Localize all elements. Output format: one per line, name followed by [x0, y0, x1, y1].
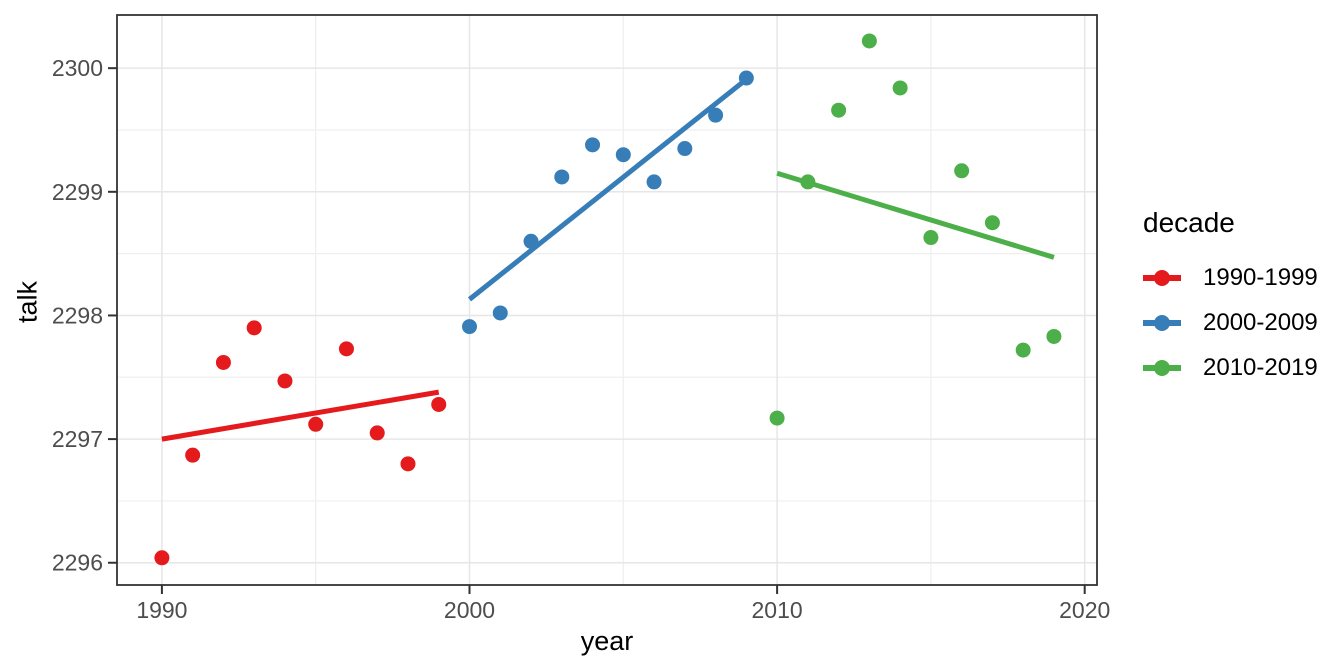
x-axis-title: year: [580, 626, 634, 656]
data-point: [154, 550, 170, 566]
legend-key-line-dot-icon: [1143, 310, 1181, 336]
y-axis-title: talk: [12, 280, 43, 324]
data-point: [338, 341, 354, 357]
legend-item: 2010-2019: [1143, 345, 1343, 390]
data-point: [400, 456, 416, 472]
data-point: [277, 373, 293, 389]
trend-line: [776, 170, 1055, 260]
data-point: [954, 163, 970, 179]
data-point: [462, 319, 478, 335]
data-point: [369, 425, 385, 441]
data-point: [800, 174, 816, 190]
data-point: [246, 320, 262, 336]
data-point: [523, 233, 539, 249]
data-point: [308, 416, 324, 432]
legend-item: 2000-2009: [1143, 300, 1343, 345]
data-point: [185, 447, 201, 463]
x-tick-label: 2000: [444, 597, 495, 623]
data-point: [615, 147, 631, 163]
x-tick-label: 2010: [752, 597, 803, 623]
data-point: [431, 396, 447, 412]
data-point: [708, 107, 724, 123]
data-point: [923, 230, 939, 246]
trend-line: [467, 77, 748, 302]
data-point: [215, 354, 231, 370]
data-point: [585, 137, 601, 153]
legend-title: decade: [1143, 207, 1235, 238]
data-point: [984, 215, 1000, 231]
data-point: [492, 305, 508, 321]
plot-panel: [117, 15, 1097, 585]
y-tick-label: 2299: [52, 179, 103, 205]
data-point: [646, 174, 662, 190]
y-tick-label: 2300: [52, 55, 103, 81]
data-point: [738, 70, 754, 86]
trend-line: [161, 389, 440, 442]
y-tick-label: 2296: [52, 550, 103, 576]
data-point: [769, 410, 785, 426]
data-point: [831, 102, 847, 118]
y-tick-label: 2298: [52, 302, 103, 328]
x-tick-label: 1990: [136, 597, 187, 623]
data-point: [861, 33, 877, 49]
legend-item-label: 2000-2009: [1203, 308, 1318, 336]
x-tick-label: 2020: [1059, 597, 1110, 623]
y-tick-label: 2297: [52, 426, 103, 452]
legend-key-line-dot-icon: [1143, 265, 1181, 291]
legend-item: 1990-1999: [1143, 255, 1343, 300]
data-point: [1015, 342, 1031, 358]
data-point: [554, 169, 570, 185]
legend-item-label: 2010-2019: [1203, 353, 1318, 381]
data-point: [677, 141, 693, 157]
data-point: [892, 80, 908, 96]
data-point: [1046, 328, 1062, 344]
panel-border: [116, 14, 1098, 586]
legend-key-line-dot-icon: [1143, 355, 1181, 381]
legend-item-label: 1990-1999: [1203, 263, 1318, 291]
legend: decade 1990-1999 2000-2009 2010-2019: [1143, 205, 1343, 390]
